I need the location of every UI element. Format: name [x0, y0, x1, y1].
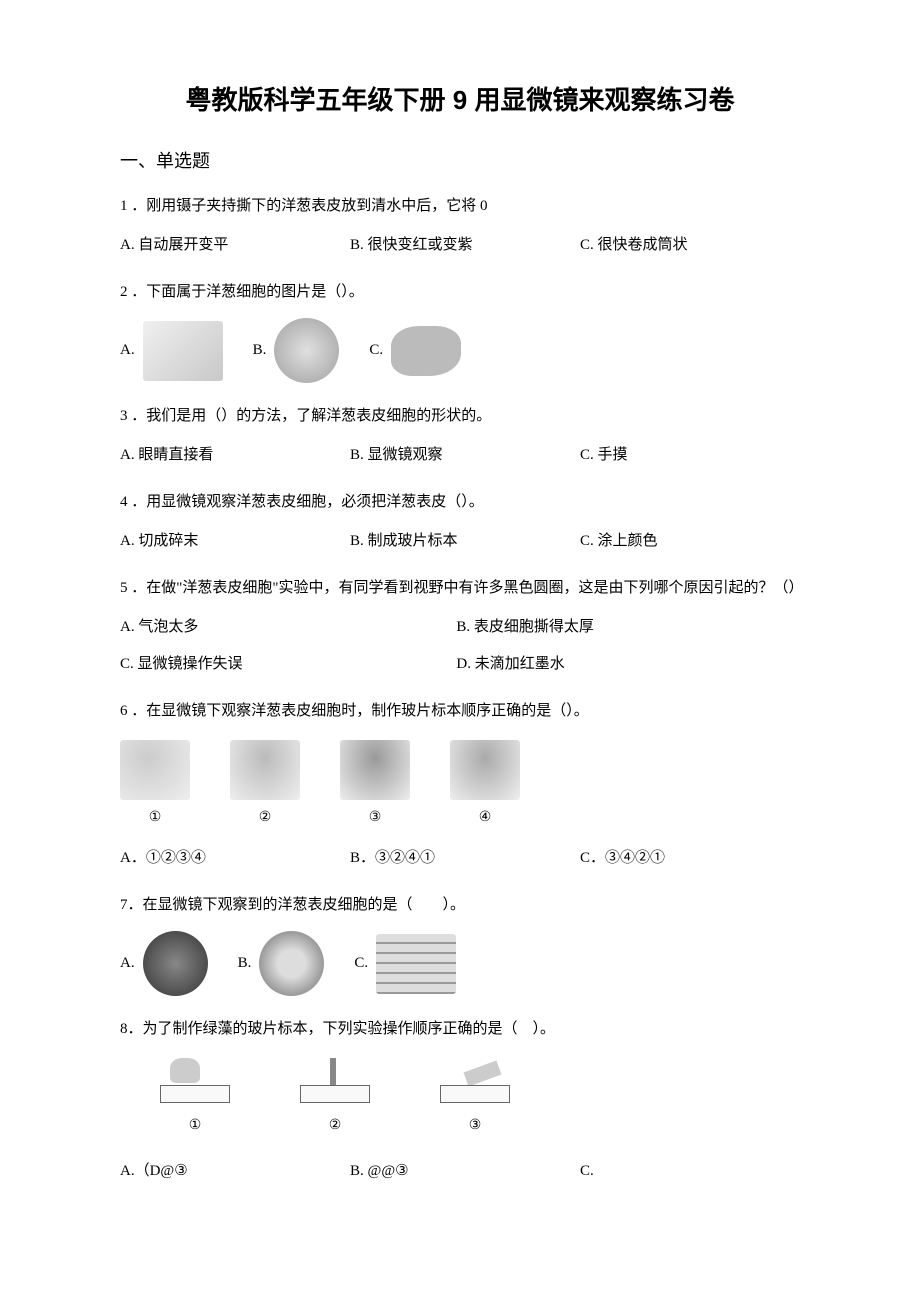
q2-label-c: C.	[369, 337, 383, 364]
q6-step4-image	[450, 740, 520, 800]
q8-text: 8．为了制作绿藻的玻片标本，下列实验操作顺序正确的是（ ）。	[120, 1016, 800, 1043]
q8-option-c: C.	[580, 1158, 800, 1185]
question-2: 2 ．下面属于洋葱细胞的图片是（）。 A. B. C.	[120, 279, 800, 383]
q1-option-b: B. 很快变红或变紫	[350, 232, 570, 259]
question-8: 8．为了制作绿藻的玻片标本，下列实验操作顺序正确的是（ ）。 ① ② ③ A.（…	[120, 1016, 800, 1185]
q6-option-a: A．①②③④	[120, 845, 340, 872]
q8-step3-image	[430, 1058, 520, 1108]
q2-image-c	[391, 326, 461, 376]
question-4: 4 ．用显微镜观察洋葱表皮细胞，必须把洋葱表皮（）。 A. 切成碎末 B. 制成…	[120, 489, 800, 555]
q2-label-a: A.	[120, 337, 135, 364]
q7-image-a	[143, 931, 208, 996]
question-7: 7．在显微镜下观察到的洋葱表皮细胞的是（ ）。 A. B. C.	[120, 892, 800, 996]
q7-label-a: A.	[120, 950, 135, 977]
q1-text: 1 ．刚用镊子夹持撕下的洋葱表皮放到清水中后，它将 0	[120, 193, 800, 220]
q6-step1-image	[120, 740, 190, 800]
q6-option-c: C．③④②①	[580, 845, 800, 872]
q6-step2-label: ②	[259, 805, 272, 830]
q4-option-b: B. 制成玻片标本	[350, 528, 570, 555]
q7-image-b	[259, 931, 324, 996]
q8-step2-image	[290, 1058, 380, 1108]
q6-step3-label: ③	[369, 805, 382, 830]
section-heading: 一、单选题	[120, 147, 800, 173]
q8-option-a: A.（D@③	[120, 1158, 340, 1185]
q5-text: 5 ．在做"洋葱表皮细胞"实验中，有同学看到视野中有许多黑色圆圈，这是由下列哪个…	[120, 575, 800, 602]
q6-text: 6 ．在显微镜下观察洋葱表皮细胞时，制作玻片标本顺序正确的是（）。	[120, 698, 800, 725]
q8-option-b: B. @@③	[350, 1158, 570, 1185]
q1-option-c: C. 很快卷成筒状	[580, 232, 800, 259]
q4-option-c: C. 涂上颜色	[580, 528, 800, 555]
q4-text: 4 ．用显微镜观察洋葱表皮细胞，必须把洋葱表皮（）。	[120, 489, 800, 516]
q8-step1-image	[150, 1058, 240, 1108]
q6-step2-image	[230, 740, 300, 800]
q8-step2-label: ②	[329, 1113, 342, 1138]
question-3: 3 ．我们是用（）的方法，了解洋葱表皮细胞的形状的。 A. 眼睛直接看 B. 显…	[120, 403, 800, 469]
q7-text: 7．在显微镜下观察到的洋葱表皮细胞的是（ ）。	[120, 892, 800, 919]
q5-option-a: A. 气泡太多	[120, 614, 446, 641]
q6-step4-label: ④	[479, 805, 492, 830]
q5-option-d: D. 未滴加红墨水	[456, 651, 782, 678]
question-5: 5 ．在做"洋葱表皮细胞"实验中，有同学看到视野中有许多黑色圆圈，这是由下列哪个…	[120, 575, 800, 678]
q6-step3-image	[340, 740, 410, 800]
q8-step1-label: ①	[189, 1113, 202, 1138]
q8-step3-label: ③	[469, 1113, 482, 1138]
q5-option-b: B. 表皮细胞撕得太厚	[456, 614, 782, 641]
q6-option-b: B．③②④①	[350, 845, 570, 872]
q3-option-a: A. 眼睛直接看	[120, 442, 340, 469]
q1-option-a: A. 自动展开变平	[120, 232, 340, 259]
q6-step1-label: ①	[149, 805, 162, 830]
q3-option-c: C. 手摸	[580, 442, 800, 469]
q2-text: 2 ．下面属于洋葱细胞的图片是（）。	[120, 279, 800, 306]
q2-label-b: B.	[253, 337, 267, 364]
question-1: 1 ．刚用镊子夹持撕下的洋葱表皮放到清水中后，它将 0 A. 自动展开变平 B.…	[120, 193, 800, 259]
question-6: 6 ．在显微镜下观察洋葱表皮细胞时，制作玻片标本顺序正确的是（）。 ① ② ③ …	[120, 698, 800, 872]
q3-option-b: B. 显微镜观察	[350, 442, 570, 469]
q7-image-c	[376, 934, 456, 994]
q4-option-a: A. 切成碎末	[120, 528, 340, 555]
page-title: 粤教版科学五年级下册 9 用显微镜来观察练习卷	[120, 80, 800, 117]
q5-option-c: C. 显微镜操作失误	[120, 651, 446, 678]
q3-text: 3 ．我们是用（）的方法，了解洋葱表皮细胞的形状的。	[120, 403, 800, 430]
q2-image-b	[274, 318, 339, 383]
q7-label-c: C.	[354, 950, 368, 977]
q7-label-b: B.	[238, 950, 252, 977]
q2-image-a	[143, 321, 223, 381]
